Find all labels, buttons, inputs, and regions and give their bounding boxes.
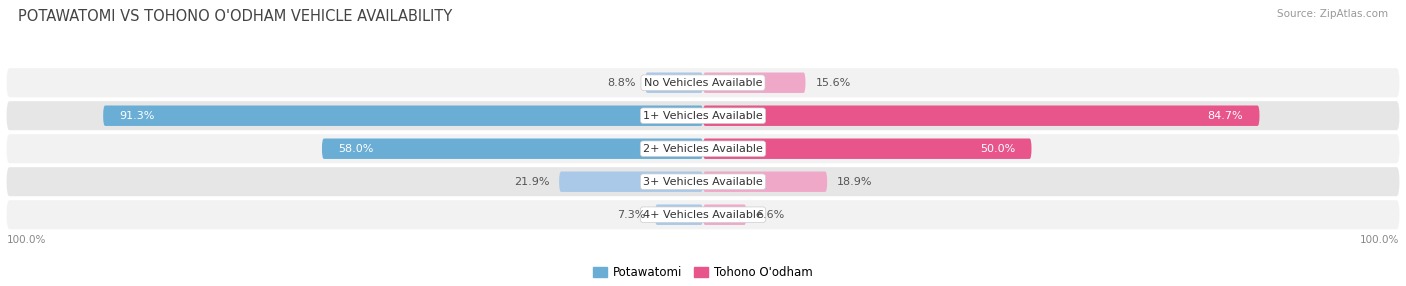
Text: 3+ Vehicles Available: 3+ Vehicles Available (643, 177, 763, 187)
Text: 4+ Vehicles Available: 4+ Vehicles Available (643, 210, 763, 220)
FancyBboxPatch shape (322, 138, 703, 159)
Text: 84.7%: 84.7% (1208, 111, 1243, 121)
FancyBboxPatch shape (655, 204, 703, 225)
Text: POTAWATOMI VS TOHONO O'ODHAM VEHICLE AVAILABILITY: POTAWATOMI VS TOHONO O'ODHAM VEHICLE AVA… (18, 9, 453, 23)
Text: 2+ Vehicles Available: 2+ Vehicles Available (643, 144, 763, 154)
FancyBboxPatch shape (703, 72, 806, 93)
Text: 100.0%: 100.0% (1360, 235, 1399, 245)
Text: 18.9%: 18.9% (837, 177, 873, 187)
FancyBboxPatch shape (703, 204, 747, 225)
Text: 6.6%: 6.6% (756, 210, 785, 220)
FancyBboxPatch shape (103, 106, 703, 126)
FancyBboxPatch shape (7, 101, 1399, 130)
FancyBboxPatch shape (560, 172, 703, 192)
FancyBboxPatch shape (7, 68, 1399, 97)
FancyBboxPatch shape (703, 138, 1032, 159)
Text: Source: ZipAtlas.com: Source: ZipAtlas.com (1277, 9, 1388, 19)
Text: 15.6%: 15.6% (815, 78, 851, 88)
Text: 50.0%: 50.0% (980, 144, 1015, 154)
Legend: Potawatomi, Tohono O'odham: Potawatomi, Tohono O'odham (588, 261, 818, 283)
FancyBboxPatch shape (7, 134, 1399, 163)
Text: No Vehicles Available: No Vehicles Available (644, 78, 762, 88)
FancyBboxPatch shape (645, 72, 703, 93)
Text: 21.9%: 21.9% (513, 177, 550, 187)
Text: 8.8%: 8.8% (607, 78, 636, 88)
FancyBboxPatch shape (703, 106, 1260, 126)
Text: 1+ Vehicles Available: 1+ Vehicles Available (643, 111, 763, 121)
FancyBboxPatch shape (703, 172, 827, 192)
FancyBboxPatch shape (7, 200, 1399, 229)
Text: 91.3%: 91.3% (120, 111, 155, 121)
FancyBboxPatch shape (7, 167, 1399, 196)
Text: 58.0%: 58.0% (339, 144, 374, 154)
Text: 7.3%: 7.3% (617, 210, 645, 220)
Text: 100.0%: 100.0% (7, 235, 46, 245)
